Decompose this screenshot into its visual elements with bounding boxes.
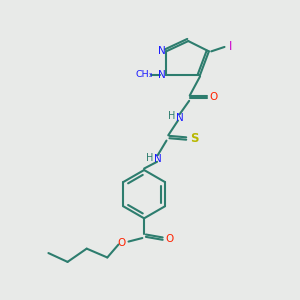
Text: N: N xyxy=(158,70,166,80)
Text: S: S xyxy=(190,132,198,145)
Text: N: N xyxy=(176,112,184,123)
Text: N: N xyxy=(154,154,161,164)
Text: N: N xyxy=(158,46,166,56)
Text: H: H xyxy=(146,153,153,163)
Text: H: H xyxy=(168,111,175,122)
Text: I: I xyxy=(229,40,233,53)
Text: O: O xyxy=(166,234,174,244)
Text: O: O xyxy=(210,92,218,102)
Text: CH₃: CH₃ xyxy=(135,70,153,80)
Text: O: O xyxy=(117,238,126,248)
